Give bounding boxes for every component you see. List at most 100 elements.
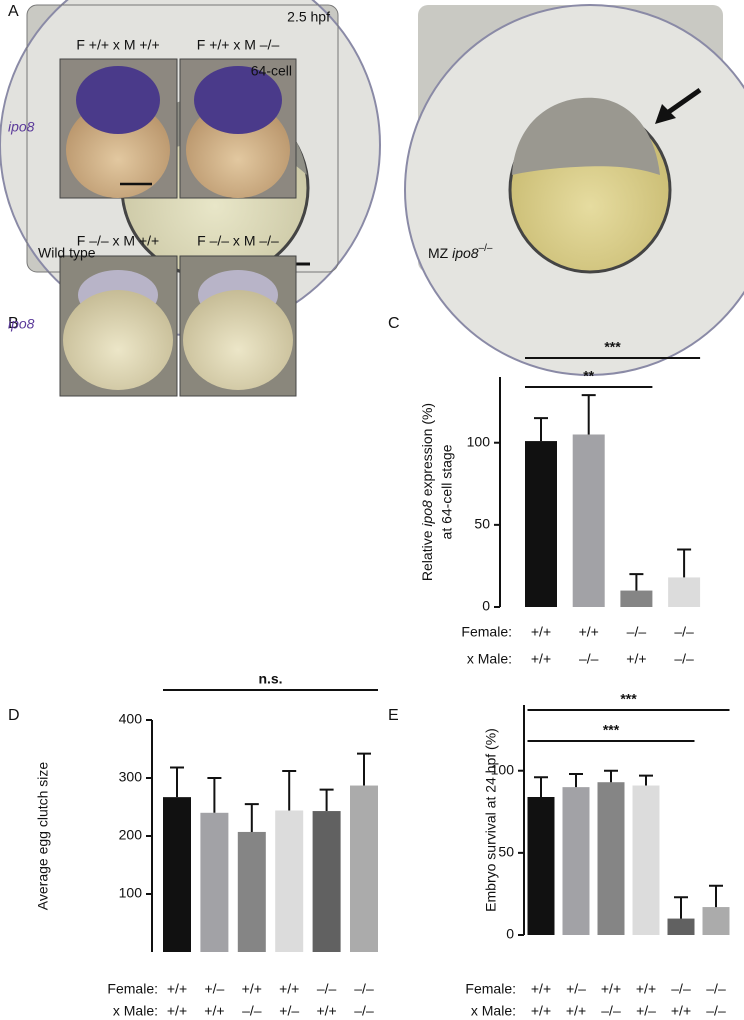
- female-genotype: +/–: [204, 981, 224, 997]
- stage-label: 64-cell: [251, 63, 292, 79]
- bar: [350, 785, 378, 952]
- male-genotype: +/+: [531, 651, 551, 667]
- row-label: x Male:: [113, 1003, 158, 1019]
- male-genotype: +/+: [167, 1003, 187, 1019]
- error-bar: [282, 770, 297, 811]
- female-genotype: –/–: [317, 981, 337, 997]
- error-bar: [170, 766, 184, 798]
- bar: [527, 797, 555, 935]
- female-genotype: –/–: [674, 624, 694, 640]
- error-bar: [534, 776, 548, 797]
- y-tick-label: 300: [119, 769, 143, 785]
- image-label: MZ ipo8–/–: [428, 243, 493, 261]
- error-bar: [207, 777, 222, 813]
- y-tick-label: 100: [119, 885, 143, 901]
- male-genotype: –/–: [354, 1003, 374, 1019]
- error-bar: [604, 769, 618, 783]
- significance-label: **: [583, 368, 594, 384]
- significance-label: ***: [604, 339, 621, 355]
- row-label: Female:: [461, 624, 512, 640]
- y-tick-label: 50: [498, 844, 514, 860]
- panel-letter: B: [8, 315, 19, 332]
- photo-mz-mutant: [404, 4, 744, 376]
- gene-label: ipo8: [8, 316, 35, 332]
- cross-label: F +/+ x M –/–: [197, 37, 280, 53]
- y-axis-label: Relative ipo8 expression (%): [419, 403, 435, 581]
- error-bar: [244, 803, 259, 832]
- label-part: expression (%): [419, 403, 435, 500]
- male-genotype: –/–: [579, 651, 599, 667]
- bar: [525, 441, 557, 607]
- bar: [200, 812, 229, 952]
- male-genotype: +/+: [626, 651, 646, 667]
- male-genotype: –/–: [601, 1003, 621, 1019]
- label-part: ipo8: [419, 500, 435, 527]
- female-genotype: –/–: [706, 981, 726, 997]
- female-genotype: +/+: [531, 981, 551, 997]
- image-label: Wild type: [38, 245, 96, 261]
- bar: [667, 918, 695, 935]
- female-genotype: –/–: [671, 981, 691, 997]
- photo-ish-2: [179, 58, 297, 199]
- male-genotype: +/+: [671, 1003, 691, 1019]
- male-genotype: –/–: [242, 1003, 262, 1019]
- bar: [312, 811, 341, 952]
- row-label: x Male:: [467, 651, 512, 667]
- panel-letter: C: [388, 315, 400, 332]
- error-bar: [569, 773, 583, 788]
- male-genotype: +/+: [531, 1003, 551, 1019]
- y-axis-label: Average egg clutch size: [35, 762, 51, 911]
- y-tick-label: 0: [506, 926, 514, 942]
- error-bar: [581, 394, 596, 435]
- bar: [572, 434, 605, 607]
- gene-label: ipo8: [8, 119, 35, 135]
- error-bar: [357, 752, 371, 786]
- cross-label: F +/+ x M +/+: [76, 37, 159, 53]
- gene-name: ipo8: [452, 245, 479, 261]
- male-genotype: –/–: [706, 1003, 726, 1019]
- label-part: MZ: [428, 245, 452, 261]
- bar: [620, 590, 653, 607]
- bar: [668, 577, 701, 607]
- genotype: –/–: [479, 243, 493, 254]
- female-genotype: +/+: [279, 981, 299, 997]
- panel-letter: A: [8, 3, 19, 20]
- cross-label: F –/– x M +/+: [77, 233, 159, 249]
- male-genotype: +/+: [316, 1003, 336, 1019]
- female-genotype: +/+: [636, 981, 656, 997]
- photo-ish-3: [59, 255, 178, 397]
- error-bar: [709, 884, 723, 908]
- row-label: x Male:: [471, 1003, 516, 1019]
- significance-label: n.s.: [258, 671, 282, 687]
- panel-letter: D: [8, 707, 20, 724]
- female-genotype: +/+: [579, 624, 599, 640]
- error-bar: [639, 774, 653, 786]
- female-genotype: –/–: [627, 624, 647, 640]
- male-genotype: +/+: [204, 1003, 224, 1019]
- bar: [163, 797, 191, 952]
- bar: [632, 785, 660, 935]
- error-bar: [629, 573, 644, 591]
- female-genotype: +/+: [167, 981, 187, 997]
- error-bar: [534, 417, 548, 442]
- female-genotype: –/–: [354, 981, 374, 997]
- y-tick-label: 50: [474, 516, 490, 532]
- male-genotype: +/–: [279, 1003, 299, 1019]
- female-genotype: +/+: [601, 981, 621, 997]
- bar: [597, 782, 625, 935]
- bar: [702, 907, 730, 935]
- y-axis-label: at 64-cell stage: [439, 444, 455, 539]
- cross-label: F –/– x M –/–: [197, 233, 279, 249]
- male-genotype: –/–: [674, 651, 694, 667]
- female-genotype: +/+: [531, 624, 551, 640]
- photo-ish-4: [179, 255, 297, 397]
- error-bar: [674, 896, 688, 919]
- label-part: Relative: [419, 527, 435, 581]
- y-axis-label: Embryo survival at 24 hpf (%): [483, 728, 499, 912]
- female-genotype: +/+: [242, 981, 262, 997]
- y-tick-label: 100: [467, 433, 491, 449]
- error-bar: [677, 548, 692, 578]
- y-tick-label: 200: [119, 827, 143, 843]
- male-genotype: +/–: [636, 1003, 656, 1019]
